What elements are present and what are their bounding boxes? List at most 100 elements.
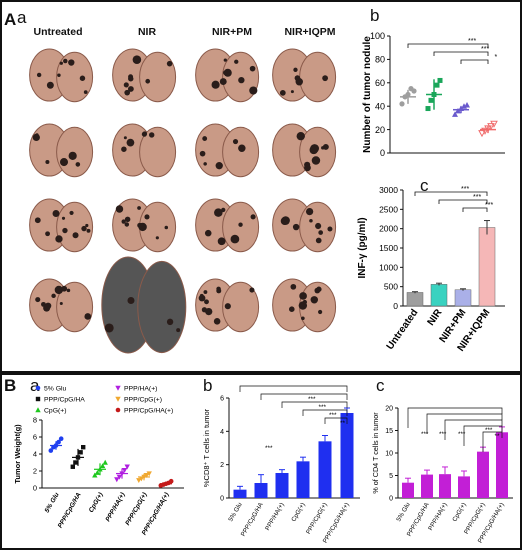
- ba-point: [70, 464, 75, 469]
- bb-significance-label: ***: [319, 404, 327, 411]
- ba-point: [124, 464, 130, 470]
- ac-bar: [454, 289, 472, 307]
- ba-point: [116, 474, 123, 480]
- bb-significance-label: **: [340, 420, 346, 427]
- chart-inf-gamma: 0 500 1000 1500 2000 2500 3000 INF-γ (pg/ml) Unt…: [357, 185, 505, 354]
- tumor-nodule-spot: [315, 222, 322, 230]
- tumor-nodule-spot: [83, 90, 88, 94]
- ac-x-tick-label: Untreated: [385, 307, 421, 352]
- tumor-nodule-spot: [301, 316, 305, 321]
- bb-bar: [340, 413, 354, 498]
- bc-significance-bracket: [426, 413, 503, 434]
- ab-point: [490, 120, 498, 128]
- ab-y-tick-label: 60: [375, 78, 385, 88]
- tumor-nodule-spot: [124, 222, 130, 227]
- tumor-nodule-spot: [51, 293, 56, 299]
- tumor-nodule-spot: [249, 65, 256, 72]
- ac-significance-label: ***: [473, 194, 481, 201]
- tumor-nodule-spot: [318, 309, 323, 315]
- lung-photo: [112, 48, 177, 103]
- tumor-nodule-spot: [166, 318, 174, 326]
- ab-significance-label: ***: [481, 46, 489, 53]
- tumor-nodule-spot: [293, 67, 298, 72]
- tumor-nodule-spot: [34, 217, 41, 224]
- tumor-nodule-spot: [204, 299, 209, 305]
- bb-x-tick-label: PPP/HA(+): [264, 502, 286, 532]
- tumor-nodule-spot: [203, 290, 208, 294]
- tumor-nodule-spot: [127, 86, 134, 92]
- ba-legend-label: PPP/CpG(+): [124, 397, 162, 404]
- tumor-nodule-spot: [124, 216, 131, 223]
- ba-legend-label: 5% Glu: [44, 386, 67, 393]
- bc-significance-label: ***: [421, 431, 429, 438]
- tumor-nodule-spot: [138, 222, 147, 232]
- bc-bar: [402, 482, 414, 498]
- tumor-nodule-spot: [127, 296, 135, 304]
- ac-y-tick-label: 2500: [379, 204, 398, 214]
- bb-bar: [275, 473, 289, 498]
- ac-significance-bracket: [438, 199, 488, 204]
- ab-significance-bracket: [460, 59, 489, 64]
- tumor-nodule-spot: [128, 76, 134, 82]
- tumor-nodule-spot: [55, 235, 63, 243]
- tumor-nodule-spot: [35, 297, 41, 303]
- section-a-frame: [0, 0, 522, 373]
- tumor-nodule-spot: [232, 138, 239, 145]
- tumor-nodule-spot: [61, 216, 66, 220]
- lung-lobe-right: [139, 51, 177, 103]
- tumor-nodule-spot: [321, 146, 325, 150]
- lung-photo: [272, 48, 337, 103]
- ac-x-tick-label: NIR: [426, 307, 445, 328]
- tumor-nodule-spot: [205, 307, 213, 316]
- ba-point: [138, 476, 145, 482]
- tumor-nodule-spot: [60, 288, 64, 292]
- ab-significance-label: ***: [468, 38, 476, 45]
- photo-group-untreated: Untreated: [33, 26, 83, 38]
- bb-x-tick-label: 5% Glu: [227, 501, 244, 523]
- tumor-nodule-spot: [59, 301, 63, 306]
- ba-point: [58, 436, 64, 441]
- ab-significance-bracket: [407, 43, 489, 48]
- lung-photo: [29, 48, 94, 103]
- bb-x-tick-label: CpG(+): [290, 502, 306, 524]
- tumor-nodule-spot: [52, 210, 60, 217]
- tumor-nodule-spot: [54, 285, 63, 295]
- ac-y-tick-label: 1500: [379, 243, 398, 253]
- ba-legend-marker: [35, 407, 41, 413]
- tumor-nodule-spot: [318, 230, 323, 235]
- ab-point: [437, 77, 443, 83]
- bb-y-tick-label: 6: [220, 395, 224, 402]
- tumor-nodule-spot: [311, 156, 321, 165]
- tumor-nodule-spot: [137, 206, 141, 210]
- ba-legend-marker: [35, 385, 41, 391]
- ba-x-tick-label: 5% Glu: [44, 491, 61, 514]
- bb-significance-bracket: [239, 385, 348, 392]
- ac-y-tick-label: 2000: [379, 224, 398, 234]
- tumor-nodule-spot: [66, 288, 71, 293]
- tumor-nodule-spot: [45, 160, 50, 165]
- ba-point: [75, 455, 81, 460]
- tumor-nodule-spot: [234, 59, 239, 64]
- lung-lobe-right: [56, 126, 94, 178]
- ba-y-tick-label: 8: [33, 416, 37, 425]
- bc-significance-label: ***: [485, 427, 493, 434]
- ba-point: [141, 474, 147, 480]
- tumor-nodule-spot: [104, 323, 114, 333]
- tumor-nodule-spot: [126, 138, 135, 147]
- ac-significance-label: ***: [485, 202, 493, 209]
- ba-point: [99, 463, 106, 469]
- tumor-nodule-spot: [223, 58, 227, 62]
- photo-group-nir: NIR: [137, 26, 157, 38]
- tumor-nodule-spot: [310, 144, 320, 153]
- lung-photo: [272, 278, 337, 333]
- ba-point: [73, 460, 78, 465]
- ab-y-tick-label: 0: [380, 148, 385, 158]
- lung-photo: [101, 256, 187, 354]
- tumor-nodule-spot: [123, 136, 127, 140]
- ab-point: [484, 125, 492, 133]
- ba-point: [121, 467, 128, 473]
- tumor-nodule-spot: [59, 61, 63, 65]
- ab-point: [428, 97, 434, 103]
- tumor-nodule-spot: [238, 76, 245, 84]
